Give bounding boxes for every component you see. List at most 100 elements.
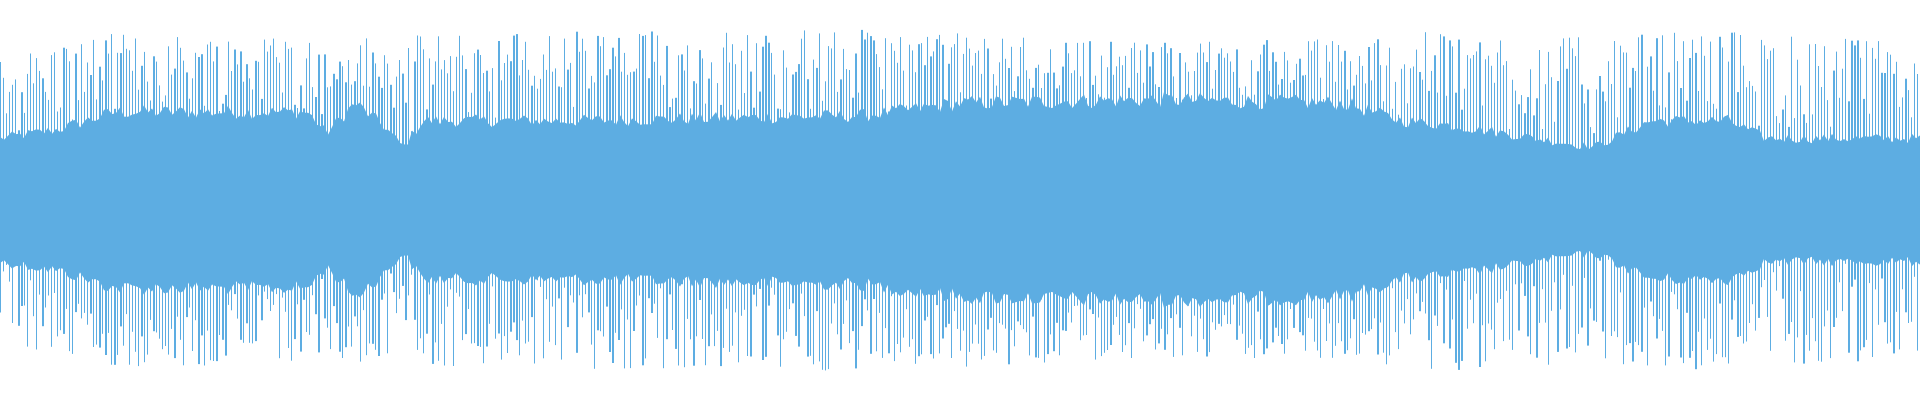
waveform-bar bbox=[231, 71, 232, 311]
waveform-bar bbox=[1116, 66, 1117, 317]
waveform-bar bbox=[1569, 37, 1570, 347]
waveform-bar bbox=[1467, 55, 1468, 329]
waveform-bar bbox=[1344, 50, 1346, 354]
waveform-bar bbox=[342, 66, 343, 358]
waveform-bar bbox=[618, 37, 620, 341]
waveform-bar bbox=[1218, 53, 1220, 324]
waveform-bar bbox=[1170, 48, 1172, 319]
waveform-bar bbox=[1041, 88, 1042, 300]
waveform-bar bbox=[1341, 61, 1342, 342]
waveform-bar bbox=[906, 105, 907, 310]
waveform-bar bbox=[798, 64, 800, 347]
waveform-bar bbox=[441, 69, 442, 324]
waveform-bar bbox=[150, 100, 151, 320]
waveform-bar bbox=[1122, 65, 1123, 352]
waveform-bar bbox=[753, 107, 755, 295]
waveform-bar bbox=[108, 53, 109, 333]
waveform-bar bbox=[1737, 92, 1739, 337]
waveform-bar bbox=[1803, 114, 1805, 364]
waveform-bar bbox=[528, 69, 529, 342]
waveform-bar bbox=[642, 35, 644, 366]
waveform-bar bbox=[1281, 79, 1283, 344]
waveform-bar bbox=[210, 41, 211, 361]
waveform-bar bbox=[1254, 94, 1255, 358]
waveform-bar bbox=[1443, 36, 1445, 344]
waveform-bar bbox=[957, 33, 958, 329]
waveform-bar bbox=[1350, 61, 1351, 339]
waveform-bar bbox=[1896, 61, 1897, 312]
waveform-bar bbox=[1590, 127, 1591, 309]
waveform-bar bbox=[1410, 68, 1411, 335]
waveform-bar bbox=[1452, 46, 1453, 320]
waveform-bar bbox=[462, 55, 463, 341]
waveform-bar bbox=[1458, 39, 1460, 370]
waveform-bar bbox=[1785, 95, 1786, 341]
waveform-bar bbox=[564, 38, 565, 288]
waveform-bar bbox=[1233, 71, 1234, 305]
waveform-bar bbox=[246, 64, 248, 324]
waveform-bar bbox=[1503, 65, 1504, 342]
waveform-bar bbox=[1554, 121, 1555, 283]
waveform-bar bbox=[1113, 74, 1114, 325]
waveform-bar bbox=[819, 33, 820, 362]
waveform-bar bbox=[165, 95, 166, 347]
waveform-bar bbox=[1497, 52, 1498, 303]
waveform-bar bbox=[609, 69, 611, 352]
waveform-bar bbox=[426, 109, 428, 334]
waveform-bar bbox=[222, 103, 224, 340]
waveform-bar bbox=[1500, 40, 1501, 299]
waveform-bar bbox=[1089, 41, 1091, 310]
waveform-bar bbox=[471, 92, 472, 344]
waveform-bar bbox=[792, 74, 794, 304]
waveform-bar bbox=[861, 29, 863, 327]
waveform-bar bbox=[1044, 73, 1045, 363]
waveform-bar bbox=[348, 60, 349, 327]
waveform-bar bbox=[252, 89, 253, 344]
waveform-bar bbox=[1827, 100, 1828, 311]
waveform-bar bbox=[1914, 63, 1915, 277]
waveform-bar bbox=[1494, 82, 1495, 350]
waveform-bar bbox=[651, 31, 653, 313]
waveform-bar bbox=[453, 91, 454, 366]
waveform-bar bbox=[369, 86, 370, 344]
waveform-bar bbox=[1752, 85, 1753, 305]
waveform-bar bbox=[1269, 70, 1270, 305]
waveform-bar bbox=[621, 71, 622, 310]
waveform-bar bbox=[1557, 81, 1559, 352]
waveform-bar bbox=[705, 103, 706, 366]
waveform-bar bbox=[1032, 87, 1034, 317]
waveform-bar bbox=[846, 69, 847, 301]
waveform-bar bbox=[1230, 61, 1231, 325]
waveform-bar bbox=[1206, 62, 1208, 357]
waveform-bar bbox=[1128, 87, 1130, 324]
waveform-bar bbox=[1179, 53, 1181, 328]
waveform-bar bbox=[279, 62, 280, 359]
waveform-bar bbox=[1479, 42, 1481, 368]
waveform-bar bbox=[1563, 38, 1564, 275]
waveform-bar bbox=[1884, 73, 1886, 323]
waveform-bar bbox=[858, 92, 859, 350]
waveform-bar bbox=[18, 130, 20, 326]
waveform-bar bbox=[456, 56, 457, 293]
waveform-bar bbox=[1686, 100, 1688, 313]
waveform-bar bbox=[1899, 106, 1900, 350]
waveform-bar bbox=[684, 70, 685, 368]
waveform-bar bbox=[405, 102, 407, 321]
waveform-bar bbox=[1548, 51, 1549, 365]
waveform-bar bbox=[1617, 117, 1618, 338]
waveform-bar bbox=[162, 101, 163, 350]
waveform-bar bbox=[381, 87, 383, 300]
waveform-bar bbox=[735, 64, 736, 313]
waveform-bar bbox=[1650, 56, 1652, 302]
waveform-bar bbox=[864, 39, 866, 300]
waveform-bar bbox=[1653, 90, 1654, 317]
waveform-bar bbox=[1854, 45, 1856, 280]
waveform-bar bbox=[1323, 99, 1324, 309]
waveform-bar bbox=[1200, 43, 1201, 319]
waveform-bar bbox=[36, 58, 37, 350]
waveform-bar bbox=[1371, 80, 1372, 330]
waveform-bar bbox=[420, 36, 421, 339]
waveform-bar bbox=[531, 85, 533, 318]
waveform-bar bbox=[1599, 76, 1601, 261]
waveform-bar bbox=[867, 32, 868, 311]
